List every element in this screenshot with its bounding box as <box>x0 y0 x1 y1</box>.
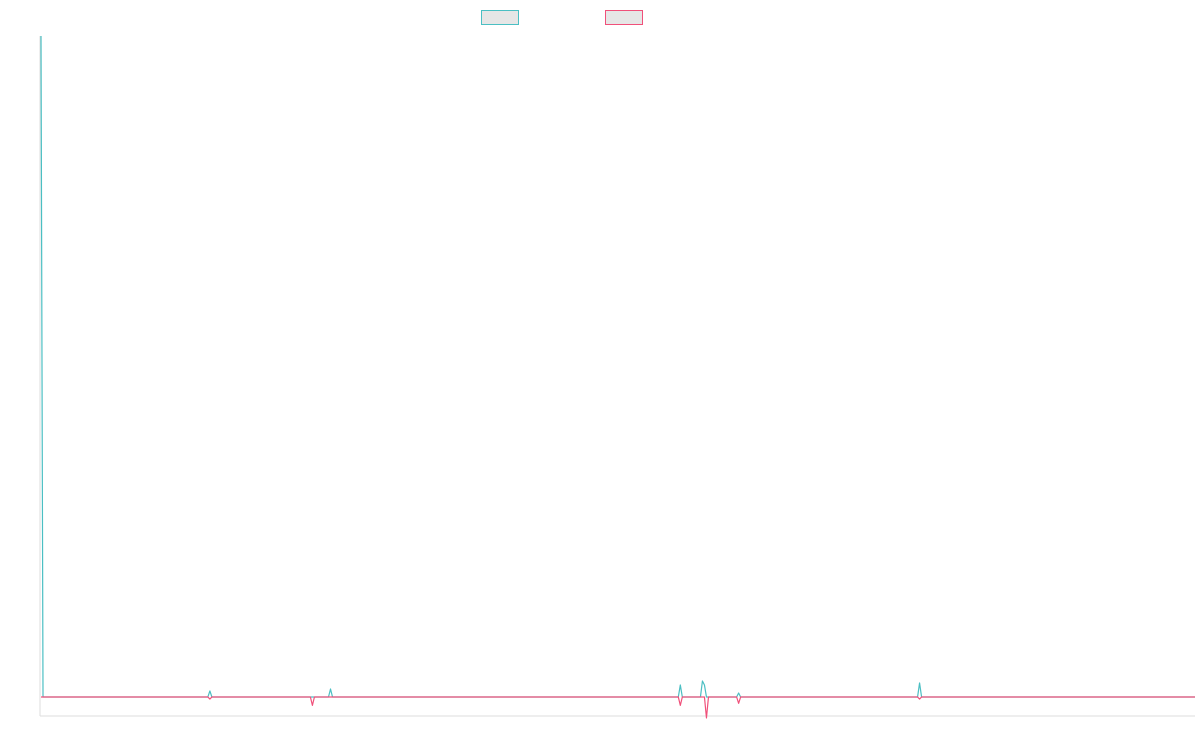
legend-swatch-series-2[interactable] <box>605 10 643 25</box>
legend-swatch-series-1[interactable] <box>481 10 519 25</box>
series-line-1 <box>40 35 1195 698</box>
legend <box>0 10 1200 26</box>
series-line-2 <box>41 696 1195 719</box>
